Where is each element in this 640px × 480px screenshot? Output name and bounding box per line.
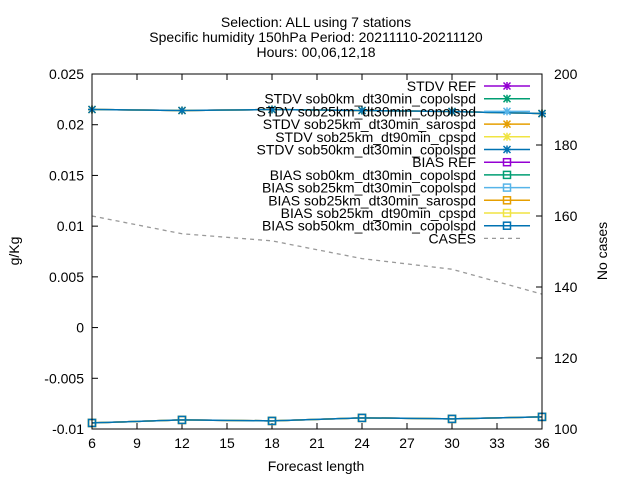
- y2-tick-label: 140: [554, 279, 578, 295]
- legend-item: BIAS REF: [412, 154, 530, 170]
- x-tick-label: 30: [444, 435, 460, 451]
- x-tick-label: 21: [309, 435, 325, 451]
- y-tick-label: -0.01: [52, 421, 84, 437]
- y-tick-label: 0: [76, 320, 84, 336]
- y-tick-label: -0.005: [44, 370, 84, 386]
- data-point: [447, 414, 457, 424]
- y2-tick-label: 160: [554, 208, 578, 224]
- x-tick-label: 36: [534, 435, 550, 451]
- y-tick-label: 0.015: [49, 167, 84, 183]
- y-tick-label: 0.01: [57, 218, 84, 234]
- x-tick-label: 12: [174, 435, 190, 451]
- legend-label: STDV sob25km_dt30min_copolspd: [257, 103, 476, 119]
- y-axis-label: g/Kg: [6, 237, 22, 266]
- y2-tick-label: 100: [554, 421, 578, 437]
- legend-item: BIAS sob50km_dt30min_copolspd: [262, 218, 530, 234]
- series-line: [91, 108, 543, 115]
- legend-label: STDV sob25km_dt90min_cpspd: [275, 129, 476, 145]
- legend-label: BIAS sob0km_dt30min_copolspd: [270, 167, 476, 183]
- data-point: [502, 94, 512, 103]
- data-point: [502, 81, 512, 91]
- legend-label: BIAS sob25km_dt90min_cpspd: [281, 205, 476, 221]
- legend-label: CASES: [429, 230, 476, 246]
- x-tick-label: 33: [489, 435, 505, 451]
- y2-tick-label: 180: [554, 137, 578, 153]
- legend-label: BIAS sob25km_dt30min_copolspd: [262, 180, 476, 196]
- legend-item: STDV sob0km_dt30min_copolspd: [264, 91, 530, 107]
- title-line-3: Hours: 00,06,12,18: [256, 44, 375, 60]
- legend-label: STDV sob25km_dt30min_sarospd: [263, 116, 476, 132]
- legend-item: CASES: [429, 230, 522, 246]
- legend-item: BIAS sob25km_dt30min_copolspd: [262, 180, 530, 196]
- plot-frame: [91, 73, 543, 430]
- data-point: [267, 105, 277, 114]
- legend-item: STDV sob50km_dt30min_copolspd: [257, 142, 530, 158]
- legend-item: STDV sob25km_dt30min_sarospd: [263, 116, 530, 132]
- x-tick-label: 27: [399, 435, 415, 451]
- series-line: [91, 416, 543, 424]
- data-point: [177, 106, 187, 115]
- legend-item: BIAS sob0km_dt30min_copolspd: [270, 167, 530, 183]
- y-tick-label: 0.025: [49, 66, 84, 82]
- data-point: [502, 120, 512, 129]
- x-axis-label: Forecast length: [268, 458, 365, 474]
- legend-label: BIAS sob25km_dt30min_sarospd: [268, 192, 476, 208]
- legend-item: STDV REF: [407, 78, 530, 94]
- data-point: [502, 132, 512, 141]
- legend-label: STDV REF: [407, 78, 476, 94]
- x-tick-label: 24: [354, 435, 370, 451]
- data-point: [357, 106, 367, 115]
- y-tick-label: 0.005: [49, 269, 84, 285]
- title-line-2: Specific humidity 150hPa Period: 2021111…: [149, 29, 483, 45]
- legend-label: STDV sob0km_dt30min_copolspd: [264, 91, 476, 107]
- x-tick-label: 9: [133, 435, 141, 451]
- legend-label: BIAS REF: [412, 154, 476, 170]
- legend-item: BIAS sob25km_dt90min_cpspd: [281, 205, 530, 221]
- data-point: [502, 145, 512, 154]
- y2-tick-label: 200: [554, 66, 578, 82]
- data-point: [177, 415, 187, 425]
- data-point: [502, 170, 512, 180]
- x-tick-label: 18: [264, 435, 280, 451]
- data-point: [267, 416, 277, 426]
- chart-title: Selection: ALL using 7 stations Specific…: [149, 14, 483, 60]
- series-layer: [87, 105, 547, 428]
- y-tick-label: 0.02: [57, 117, 84, 133]
- x-tick-label: 15: [219, 435, 235, 451]
- data-point: [447, 107, 457, 116]
- axes-layer: 6 9 12 15 18 21 24 27 30 33 36 -0.01 -0.005 0 0.005 0.0…: [44, 66, 577, 451]
- legend-label: BIAS sob50km_dt30min_copolspd: [262, 218, 476, 234]
- data-point: [357, 413, 367, 423]
- y2-axis-label: No cases: [594, 222, 610, 280]
- data-point: [502, 208, 512, 218]
- y2-tick-label: 120: [554, 350, 578, 366]
- title-line-1: Selection: ALL using 7 stations: [221, 14, 411, 30]
- data-point: [502, 221, 512, 230]
- legend-item: BIAS sob25km_dt30min_sarospd: [268, 192, 530, 208]
- data-point: [502, 183, 512, 192]
- x-tick-label: 6: [88, 435, 96, 451]
- legend-label: STDV sob50km_dt30min_copolspd: [257, 142, 476, 158]
- legend-item: STDV sob25km_dt90min_cpspd: [275, 129, 530, 145]
- legend-item: STDV sob25km_dt30min_copolspd: [257, 103, 530, 119]
- data-point: [502, 196, 512, 205]
- data-point: [502, 157, 512, 167]
- cases-line: [91, 215, 543, 295]
- data-point: [502, 107, 512, 116]
